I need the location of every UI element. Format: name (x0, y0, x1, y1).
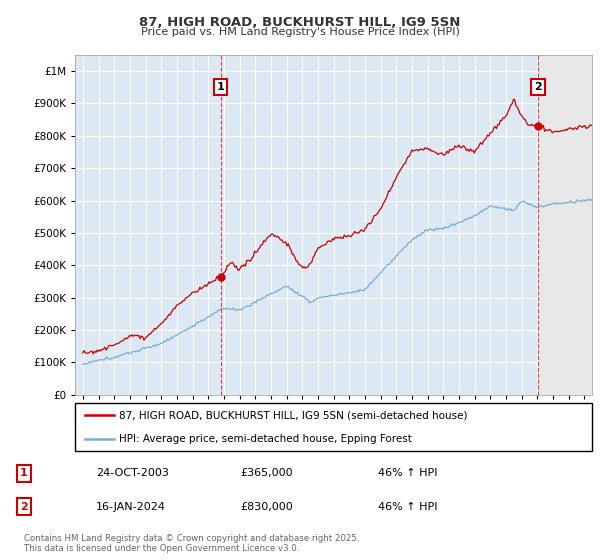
Text: £830,000: £830,000 (240, 502, 293, 512)
Text: 24-OCT-2003: 24-OCT-2003 (96, 468, 169, 478)
Text: 46% ↑ HPI: 46% ↑ HPI (378, 502, 437, 512)
Bar (538, 55, 592, 395)
Text: 1: 1 (20, 468, 28, 478)
Text: 87, HIGH ROAD, BUCKHURST HILL, IG9 5SN (semi-detached house): 87, HIGH ROAD, BUCKHURST HILL, IG9 5SN (… (119, 410, 467, 420)
Text: Price paid vs. HM Land Registry's House Price Index (HPI): Price paid vs. HM Land Registry's House … (140, 27, 460, 37)
Text: £365,000: £365,000 (240, 468, 293, 478)
Text: 1: 1 (217, 82, 224, 92)
Text: 16-JAN-2024: 16-JAN-2024 (96, 502, 166, 512)
Text: 2: 2 (534, 82, 542, 92)
Text: 87, HIGH ROAD, BUCKHURST HILL, IG9 5SN: 87, HIGH ROAD, BUCKHURST HILL, IG9 5SN (139, 16, 461, 29)
Text: 46% ↑ HPI: 46% ↑ HPI (378, 468, 437, 478)
Text: Contains HM Land Registry data © Crown copyright and database right 2025.
This d: Contains HM Land Registry data © Crown c… (24, 534, 359, 553)
Text: 2: 2 (20, 502, 28, 512)
Text: HPI: Average price, semi-detached house, Epping Forest: HPI: Average price, semi-detached house,… (119, 434, 412, 444)
